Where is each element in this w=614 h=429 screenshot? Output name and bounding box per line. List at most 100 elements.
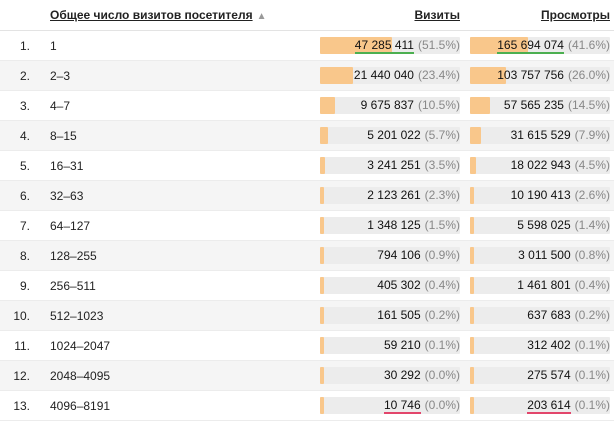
row-range: 4096–8191 bbox=[40, 390, 314, 421]
visits-bar: 5 201 022 (5.7%) bbox=[320, 127, 460, 144]
visits-cell: 59 210 (0.1%) bbox=[314, 330, 464, 361]
visits-cell: 3 241 251 (3.5%) bbox=[314, 150, 464, 181]
visits-count: 2 123 261 bbox=[367, 188, 421, 202]
row-range: 2048–4095 bbox=[40, 360, 314, 391]
views-value: 312 402 (0.1%) bbox=[470, 337, 610, 354]
views-bar: 1 461 801 (0.4%) bbox=[470, 277, 610, 294]
views-count: 275 574 bbox=[527, 368, 571, 382]
visits-percent: (0.2%) bbox=[424, 308, 460, 322]
visits-count: 1 348 125 bbox=[367, 218, 421, 232]
views-percent: (26.0%) bbox=[567, 68, 610, 82]
views-value: 165 694 074 (41.6%) bbox=[470, 37, 610, 54]
visits-count: 5 201 022 bbox=[367, 128, 421, 142]
views-bar-fill bbox=[470, 397, 474, 414]
visits-percent: (1.5%) bbox=[424, 218, 460, 232]
views-bar: 5 598 025 (1.4%) bbox=[470, 217, 610, 234]
visits-bar-fill bbox=[320, 187, 324, 204]
views-percent: (2.6%) bbox=[574, 188, 610, 202]
visits-value: 2 123 261 (2.3%) bbox=[320, 187, 460, 204]
row-index: 12. bbox=[0, 360, 40, 391]
visits-bar-fill bbox=[320, 217, 324, 234]
visits-percent: (3.5%) bbox=[424, 158, 460, 172]
visits-count: 9 675 837 bbox=[360, 98, 414, 112]
sort-by-visits-link[interactable]: Визиты bbox=[414, 8, 460, 22]
table-row: 10. 512–1023 161 505 (0.2%) 637 683 (0.2%) bbox=[0, 300, 614, 331]
row-range: 64–127 bbox=[40, 210, 314, 241]
visits-value: 5 201 022 (5.7%) bbox=[320, 127, 460, 144]
row-range: 8–15 bbox=[40, 120, 314, 151]
views-bar-fill bbox=[470, 307, 474, 324]
views-bar-fill bbox=[470, 67, 507, 84]
views-value: 1 461 801 (0.4%) bbox=[470, 277, 610, 294]
visits-bar: 47 285 411 (51.5%) bbox=[320, 37, 460, 54]
sort-by-range-link[interactable]: Общее число визитов посетителя bbox=[50, 8, 253, 22]
visits-bar-fill bbox=[320, 247, 324, 264]
views-percent: (0.8%) bbox=[574, 248, 610, 262]
row-index: 9. bbox=[0, 270, 40, 301]
views-percent: (0.1%) bbox=[574, 338, 610, 352]
views-bar-fill bbox=[470, 277, 474, 294]
views-bar: 10 190 413 (2.6%) bbox=[470, 187, 610, 204]
views-percent: (0.1%) bbox=[574, 398, 610, 412]
row-range: 1024–2047 bbox=[40, 330, 314, 361]
visits-percent: (0.9%) bbox=[424, 248, 460, 262]
sort-by-views-link[interactable]: Просмотры bbox=[540, 8, 610, 22]
views-percent: (0.4%) bbox=[574, 278, 610, 292]
visits-value: 9 675 837 (10.5%) bbox=[320, 97, 460, 114]
views-cell: 637 683 (0.2%) bbox=[464, 300, 614, 331]
visits-bar-fill bbox=[320, 157, 325, 174]
visits-bar: 794 106 (0.9%) bbox=[320, 247, 460, 264]
views-value: 203 614 (0.1%) bbox=[470, 397, 610, 414]
visits-bar: 2 123 261 (2.3%) bbox=[320, 187, 460, 204]
views-count: 103 757 756 bbox=[497, 68, 564, 82]
table-row: 11. 1024–2047 59 210 (0.1%) 312 402 (0.1%) bbox=[0, 330, 614, 361]
views-count: 18 022 943 bbox=[510, 158, 571, 172]
views-cell: 165 694 074 (41.6%) bbox=[464, 30, 614, 61]
views-bar-fill bbox=[470, 247, 474, 264]
visits-cell: 405 302 (0.4%) bbox=[314, 270, 464, 301]
row-index: 7. bbox=[0, 210, 40, 241]
visits-cell: 2 123 261 (2.3%) bbox=[314, 180, 464, 211]
views-count: 203 614 bbox=[527, 398, 571, 414]
table-header-row: Общее число визитов посетителя ▲ Визиты П… bbox=[0, 0, 614, 31]
row-index: 5. bbox=[0, 150, 40, 181]
views-cell: 31 615 529 (7.9%) bbox=[464, 120, 614, 151]
views-value: 5 598 025 (1.4%) bbox=[470, 217, 610, 234]
row-range: 32–63 bbox=[40, 180, 314, 211]
row-index: 3. bbox=[0, 90, 40, 121]
views-value: 637 683 (0.2%) bbox=[470, 307, 610, 324]
row-index: 8. bbox=[0, 240, 40, 271]
visits-bar-fill bbox=[320, 97, 335, 114]
visits-count: 794 106 bbox=[377, 248, 421, 262]
row-range: 256–511 bbox=[40, 270, 314, 301]
visits-percent: (51.5%) bbox=[417, 38, 460, 52]
views-count: 165 694 074 bbox=[497, 38, 564, 54]
views-bar-fill bbox=[470, 187, 474, 204]
visits-bar: 10 746 (0.0%) bbox=[320, 397, 460, 414]
views-percent: (14.5%) bbox=[567, 98, 610, 112]
views-cell: 103 757 756 (26.0%) bbox=[464, 60, 614, 91]
visits-percent: (5.7%) bbox=[424, 128, 460, 142]
table-row: 3. 4–7 9 675 837 (10.5%) 57 565 235 (14.5%) bbox=[0, 90, 614, 121]
row-index: 1. bbox=[0, 30, 40, 61]
visits-cell: 30 292 (0.0%) bbox=[314, 360, 464, 391]
visits-bar: 1 348 125 (1.5%) bbox=[320, 217, 460, 234]
views-percent: (0.1%) bbox=[574, 368, 610, 382]
row-range: 512–1023 bbox=[40, 300, 314, 331]
visits-header: Визиты bbox=[314, 0, 464, 31]
views-count: 57 565 235 bbox=[503, 98, 564, 112]
visits-bar-fill bbox=[320, 367, 324, 384]
index-header bbox=[0, 0, 40, 31]
views-percent: (41.6%) bbox=[567, 38, 610, 52]
visits-value: 405 302 (0.4%) bbox=[320, 277, 460, 294]
views-bar-fill bbox=[470, 37, 529, 54]
visits-bar: 9 675 837 (10.5%) bbox=[320, 97, 460, 114]
views-value: 31 615 529 (7.9%) bbox=[470, 127, 610, 144]
visits-count: 161 505 bbox=[377, 308, 421, 322]
views-bar: 275 574 (0.1%) bbox=[470, 367, 610, 384]
sort-ascending-icon: ▲ bbox=[256, 11, 267, 22]
views-bar-fill bbox=[470, 157, 477, 174]
visits-percent: (0.0%) bbox=[424, 398, 460, 412]
row-index: 13. bbox=[0, 390, 40, 421]
visits-bar: 59 210 (0.1%) bbox=[320, 337, 460, 354]
